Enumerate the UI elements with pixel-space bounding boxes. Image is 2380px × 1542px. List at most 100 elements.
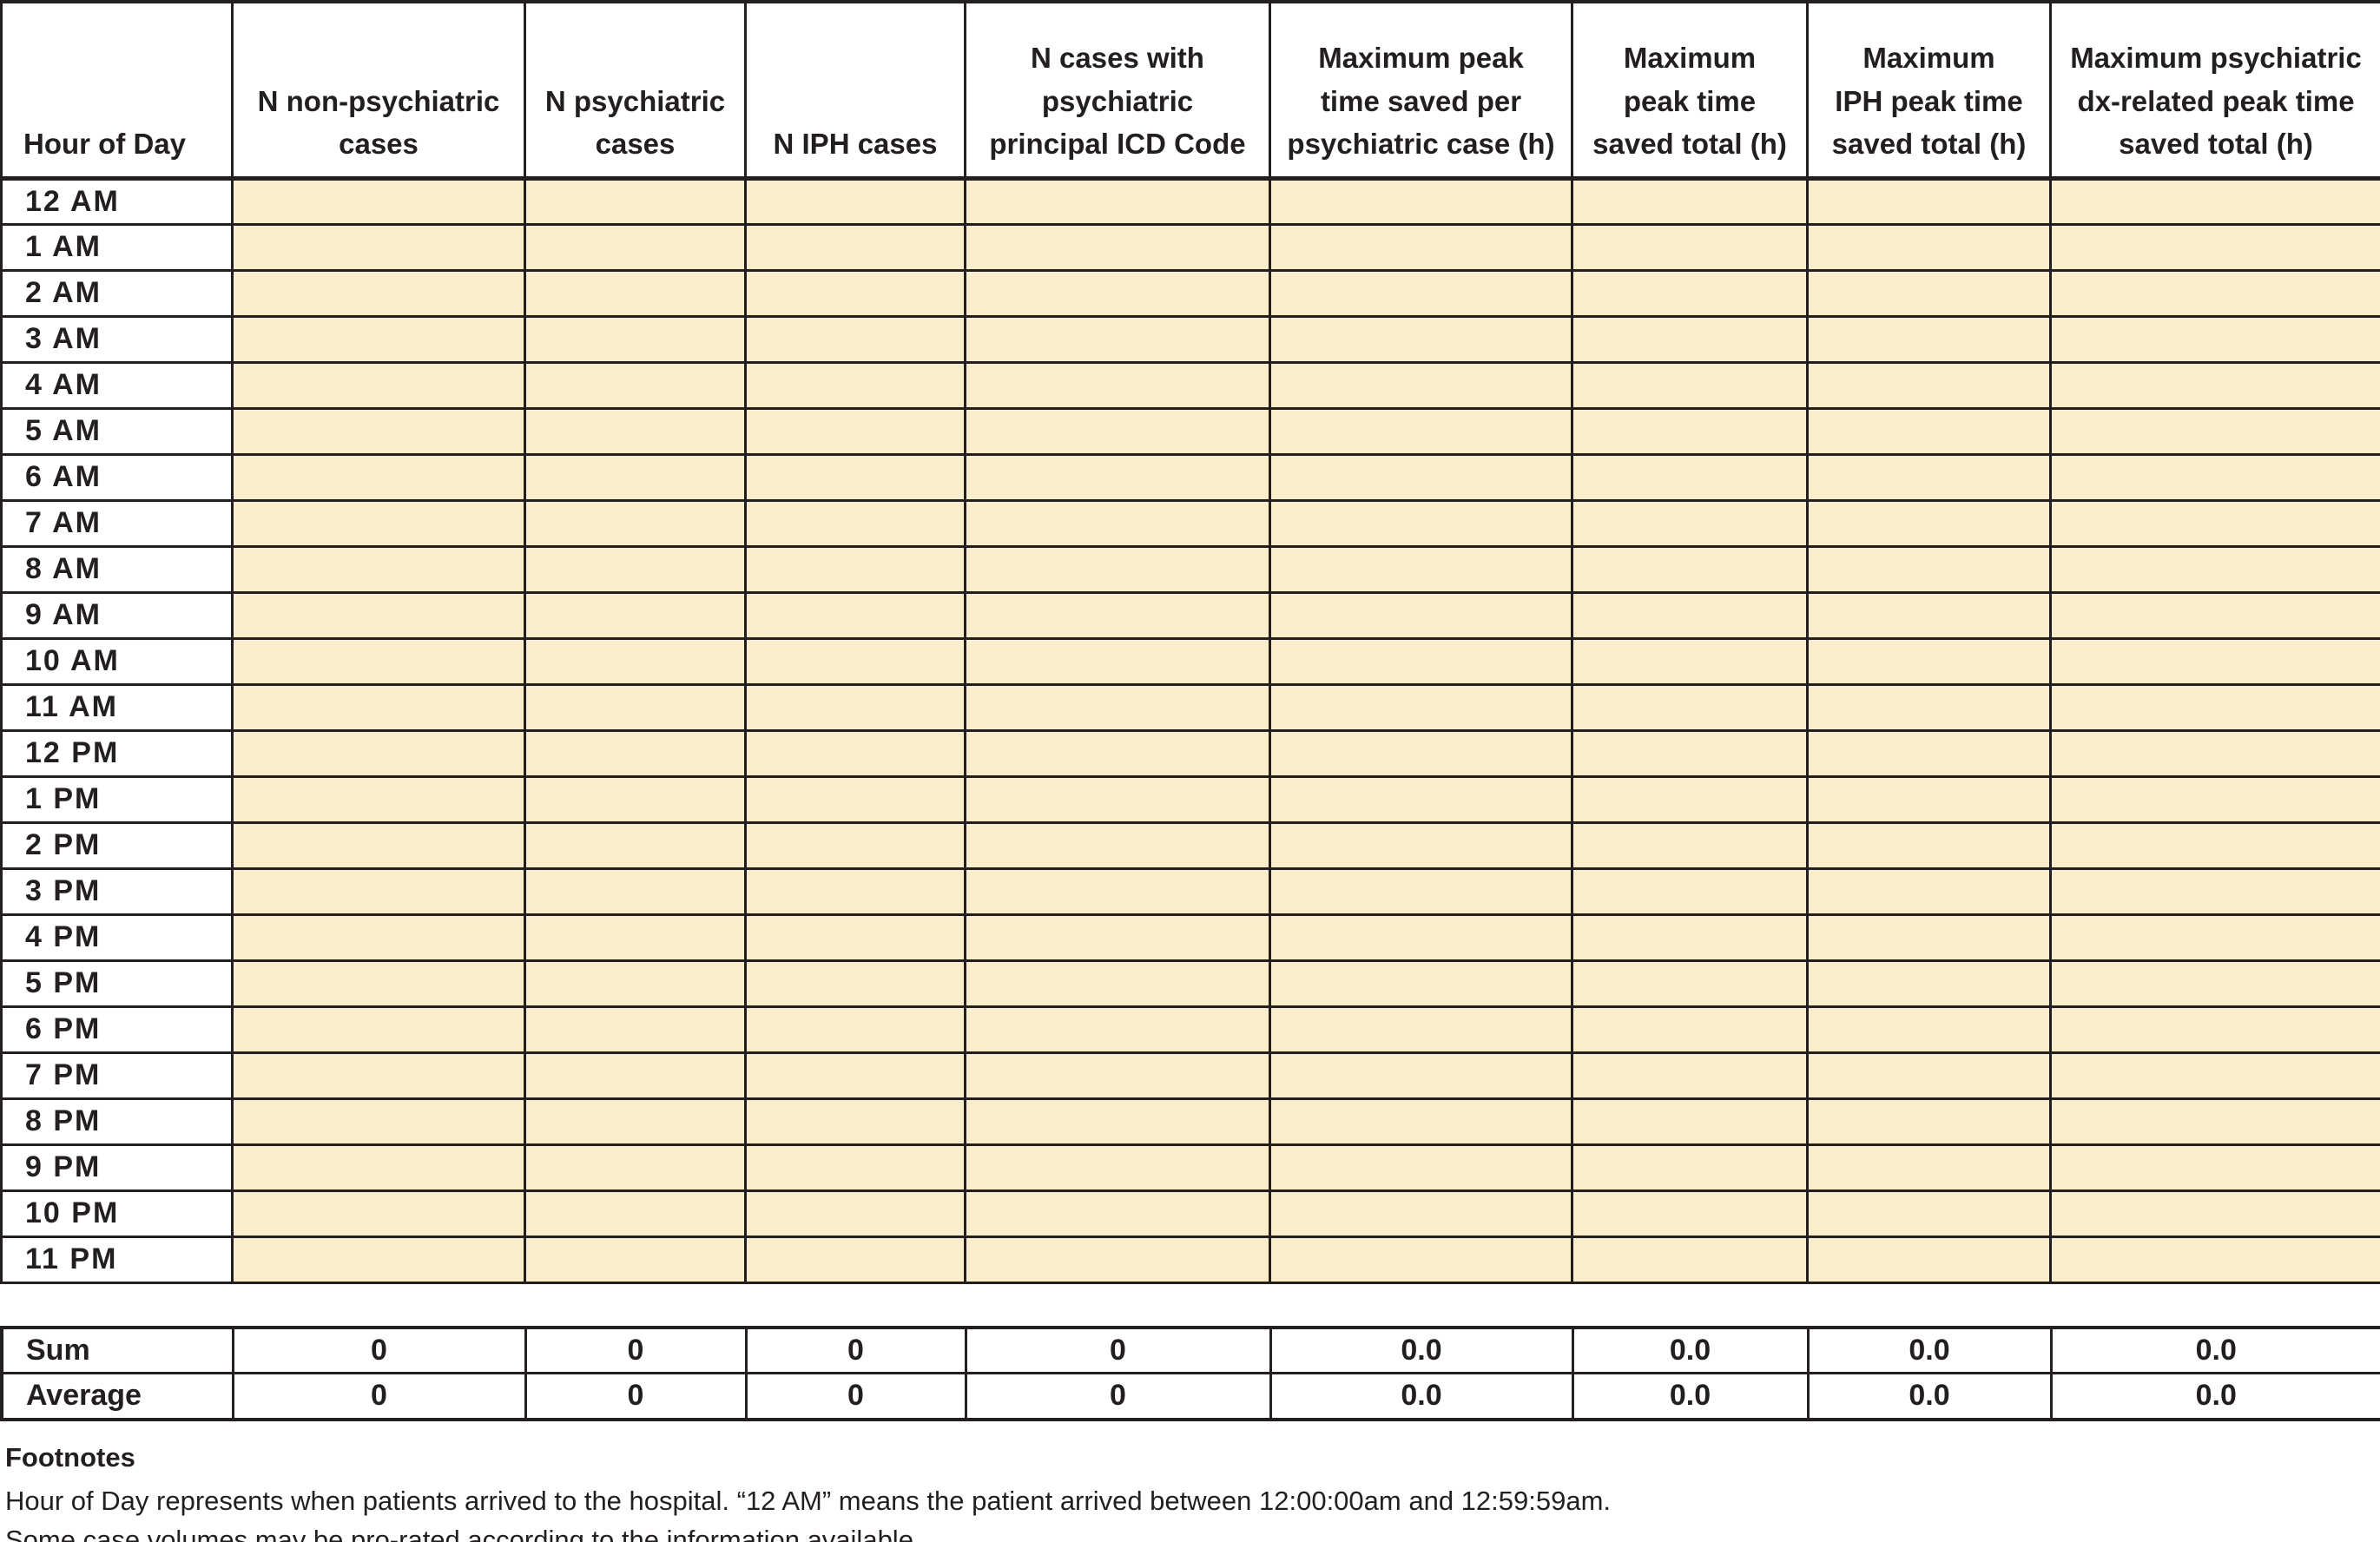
summary-row-label: Average (0, 1372, 234, 1420)
empty-data-cell (1806, 728, 2052, 778)
empty-data-cell (1571, 590, 1809, 640)
empty-data-cell (1806, 820, 2052, 870)
empty-data-cell (524, 1051, 747, 1100)
empty-data-cell (1269, 590, 1573, 640)
empty-data-cell (744, 314, 966, 364)
empty-data-cell (964, 959, 1271, 1008)
hour-row: 4 AM (0, 360, 2380, 410)
empty-data-cell (2049, 1235, 2380, 1284)
summary-body: Sum 0 0 0 0 0.0 0.0 0.0 0.0 Average 0 0 0 0 0.0 0.0 0.0 0… (0, 1326, 2380, 1420)
hour-label: 6 PM (0, 1005, 234, 1054)
empty-data-cell (1806, 1189, 2052, 1238)
summary-value-cell: 0 (964, 1372, 1272, 1420)
empty-data-cell (231, 406, 526, 456)
hour-label: 10 PM (0, 1189, 234, 1238)
summary-table: Sum 0 0 0 0 0.0 0.0 0.0 0.0 Average 0 0 0 0 0.0 0.0 0.0 0… (0, 1325, 2380, 1421)
empty-data-cell (231, 544, 526, 594)
empty-data-cell (1571, 1051, 1809, 1100)
empty-data-cell (1269, 1005, 1573, 1054)
summary-value-cell: 0.0 (2049, 1326, 2380, 1374)
empty-data-cell (1571, 682, 1809, 732)
empty-data-cell (2049, 636, 2380, 686)
empty-data-cell (2049, 1005, 2380, 1054)
column-header: N IPH cases (744, 0, 966, 181)
empty-data-cell (1269, 544, 1573, 594)
empty-data-cell (964, 176, 1271, 226)
empty-data-cell (1806, 1097, 2052, 1146)
hour-label: 12 AM (0, 176, 234, 226)
hour-label: 5 PM (0, 959, 234, 1008)
empty-data-cell (1806, 774, 2052, 824)
summary-value-cell: 0 (524, 1326, 748, 1374)
empty-data-cell (1571, 959, 1809, 1008)
empty-data-cell (524, 682, 747, 732)
empty-data-cell (524, 222, 747, 272)
empty-data-cell (231, 1143, 526, 1192)
summary-value-cell: 0.0 (1269, 1326, 1574, 1374)
hour-row: 3 PM (0, 867, 2380, 916)
empty-data-cell (1806, 590, 2052, 640)
empty-data-cell (231, 774, 526, 824)
empty-data-cell (1269, 406, 1573, 456)
empty-data-cell (524, 268, 747, 318)
hour-row: 5 AM (0, 406, 2380, 456)
hour-row: 4 PM (0, 913, 2380, 962)
empty-data-cell (231, 268, 526, 318)
empty-data-cell (1806, 360, 2052, 410)
hour-row: 3 AM (0, 314, 2380, 364)
hour-row: 8 PM (0, 1097, 2380, 1146)
empty-data-cell (1571, 728, 1809, 778)
empty-data-cell (964, 498, 1271, 548)
empty-data-cell (964, 867, 1271, 916)
hour-row: 2 AM (0, 268, 2380, 318)
summary-row: Sum 0 0 0 0 0.0 0.0 0.0 0.0 (0, 1326, 2380, 1374)
empty-data-cell (964, 728, 1271, 778)
hour-row: 2 PM (0, 820, 2380, 870)
column-header: N non-psychiatric cases (231, 0, 526, 181)
empty-data-cell (231, 820, 526, 870)
summary-value-cell: 0 (744, 1326, 967, 1374)
empty-data-cell (524, 959, 747, 1008)
empty-data-cell (524, 867, 747, 916)
empty-data-cell (2049, 498, 2380, 548)
hour-label: 10 AM (0, 636, 234, 686)
empty-data-cell (524, 1097, 747, 1146)
empty-data-cell (744, 1005, 966, 1054)
hour-label: 7 PM (0, 1051, 234, 1100)
empty-data-cell (744, 176, 966, 226)
empty-data-cell (231, 498, 526, 548)
empty-data-cell (2049, 820, 2380, 870)
table-header: Hour of Day N non-psychiatric cases N psyc… (0, 0, 2380, 181)
hour-label: 2 PM (0, 820, 234, 870)
empty-data-cell (744, 1051, 966, 1100)
hour-row: 12 PM (0, 728, 2380, 778)
empty-data-cell (1806, 314, 2052, 364)
empty-data-cell (744, 867, 966, 916)
empty-data-cell (2049, 1051, 2380, 1100)
summary-value-cell: 0.0 (2049, 1372, 2380, 1420)
empty-data-cell (2049, 452, 2380, 502)
empty-data-cell (1269, 1143, 1573, 1192)
empty-data-cell (2049, 1097, 2380, 1146)
empty-data-cell (231, 1097, 526, 1146)
empty-data-cell (524, 498, 747, 548)
hour-label: 11 AM (0, 682, 234, 732)
empty-data-cell (1269, 498, 1573, 548)
empty-data-cell (1806, 268, 2052, 318)
empty-data-cell (231, 452, 526, 502)
hour-row: 11 PM (0, 1235, 2380, 1284)
empty-data-cell (1806, 1235, 2052, 1284)
empty-data-cell (2049, 1189, 2380, 1238)
summary-row: Average 0 0 0 0 0.0 0.0 0.0 0.0 (0, 1372, 2380, 1420)
column-header-hour-of-day: Hour of Day (0, 0, 234, 181)
empty-data-cell (2049, 406, 2380, 456)
empty-data-cell (744, 1235, 966, 1284)
empty-data-cell (524, 1235, 747, 1284)
empty-data-cell (1269, 452, 1573, 502)
empty-data-cell (1571, 1189, 1809, 1238)
table-body: 12 AM 1 AM 2 AM 3 AM 4 AM 5 AM 6 AM 7 AM 8 AM 9 A… (0, 176, 2380, 1284)
empty-data-cell (231, 590, 526, 640)
empty-data-cell (2049, 682, 2380, 732)
empty-data-cell (524, 774, 747, 824)
empty-data-cell (744, 590, 966, 640)
